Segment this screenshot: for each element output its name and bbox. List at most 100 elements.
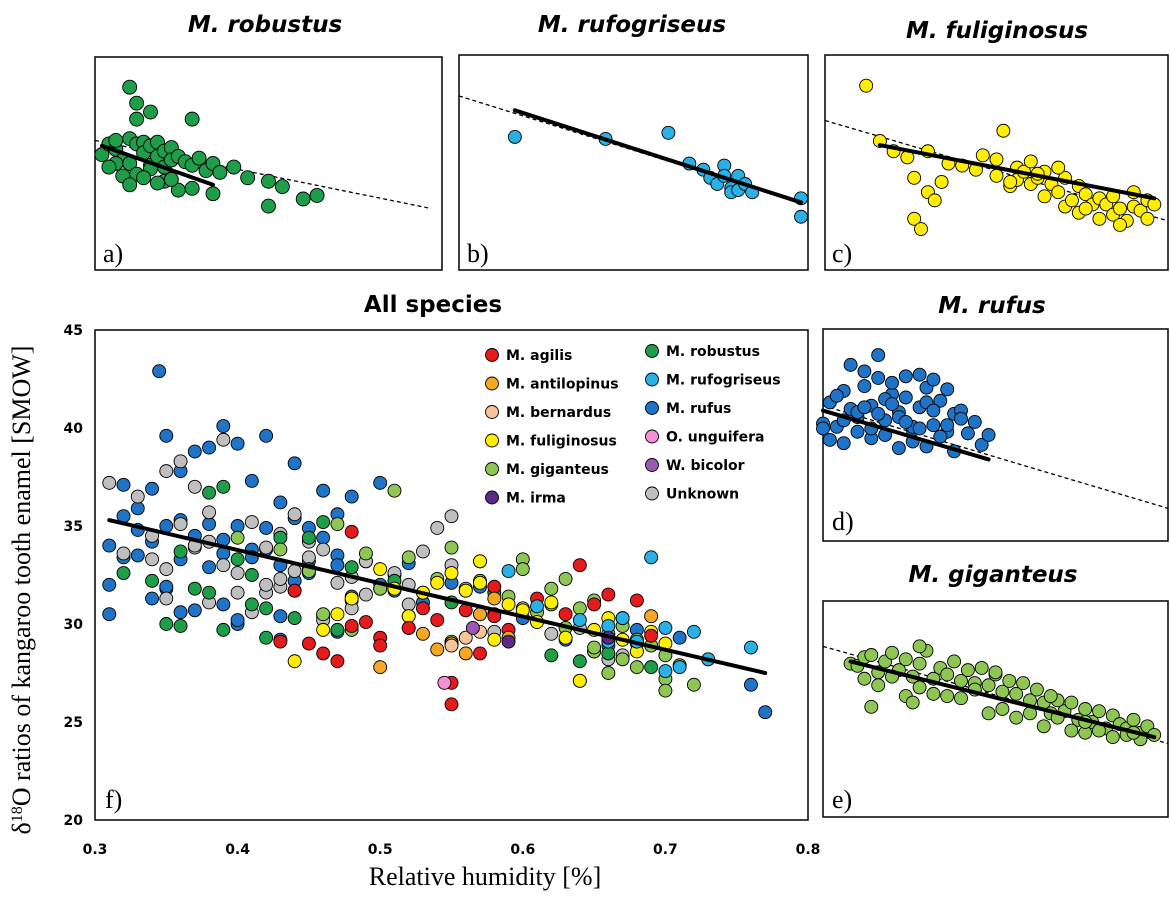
data-point [373,660,388,675]
data-point [187,603,202,618]
data-point [1065,193,1079,208]
data-point [907,170,922,185]
data-point [487,579,502,594]
legend-label: M. giganteus [506,462,609,478]
data-point [444,697,459,712]
x-tick-label: 0.5 [368,842,393,858]
data-point [816,421,830,436]
data-point [230,566,245,580]
data-point [960,663,975,678]
legend-marker [645,372,659,387]
panel-a-label: a) [103,239,123,268]
data-point [507,129,522,144]
data-point [187,444,202,459]
data-point [295,191,311,207]
panel-f-title: All species [364,292,502,318]
data-point [287,611,302,626]
data-point [601,666,616,680]
panel-f-label: f) [105,785,122,814]
data-point [934,175,949,189]
data-point [864,648,879,662]
data-point [145,481,159,496]
data-point [173,517,188,531]
data-point [244,473,259,488]
panel-a: M. robustus a) [94,12,443,271]
data-point [387,483,402,498]
x-tick-label: 0.4 [225,842,250,858]
panel-f-ticks: 0.3 0.4 0.5 0.6 0.7 0.8 20 25 30 35 40 45 [64,323,821,858]
data-point [658,664,673,678]
data-point [954,411,968,426]
data-point [159,562,174,577]
panel-d-title: M. rufus [938,293,1045,319]
data-point [430,642,445,657]
data-point [330,622,345,637]
data-point [857,379,872,394]
data-point [658,620,673,635]
data-point [259,428,274,443]
data-point [1016,676,1031,691]
data-point [358,587,373,602]
data-point [644,609,659,624]
data-point [843,357,858,372]
data-point [871,370,886,385]
x-tick-label: 0.7 [653,842,678,858]
data-point [145,552,159,567]
data-point [572,654,587,669]
legend-label: M. robustus [666,344,760,360]
data-point [974,661,989,675]
data-point [473,607,487,622]
data-point [1078,702,1093,716]
data-point [1064,723,1079,738]
data-point [316,542,331,557]
data-point [686,624,701,639]
data-point [981,706,996,721]
data-point [1078,187,1093,202]
data-point [309,187,325,203]
data-point [230,585,245,600]
data-point [287,654,302,669]
data-point [744,677,758,692]
data-point [145,573,159,588]
data-point [444,638,459,653]
data-point [672,660,687,675]
data-point [864,699,879,714]
data-point [301,550,316,565]
data-point [501,634,516,649]
data-point [202,585,217,600]
data-point [1029,682,1044,697]
data-point [416,601,430,616]
data-point [273,542,288,557]
data-point [558,630,573,645]
data-point [933,393,948,408]
data-point [129,95,145,111]
data-point [184,180,200,196]
data-point [401,609,416,624]
data-point [358,546,373,561]
data-point [216,419,231,433]
data-point [912,367,927,382]
legend-marker [645,458,659,472]
data-point [202,560,217,575]
data-point [822,432,837,447]
data-point [644,550,659,565]
data-point [159,428,174,443]
data-point [672,630,687,645]
data-point [544,581,559,596]
data-point [344,591,359,606]
data-point [871,348,886,363]
data-point [572,601,587,616]
legend-label: M. agilis [506,348,572,364]
data-point [850,424,865,439]
data-point [1009,686,1024,701]
data-point [615,652,630,667]
legend-marker [485,348,499,362]
data-point [1023,154,1038,169]
data-point [1009,710,1024,725]
data-point [116,546,131,561]
data-point [857,400,872,415]
data-point [587,640,602,655]
data-point [202,517,217,531]
data-point [130,501,145,516]
data-point [572,558,587,573]
